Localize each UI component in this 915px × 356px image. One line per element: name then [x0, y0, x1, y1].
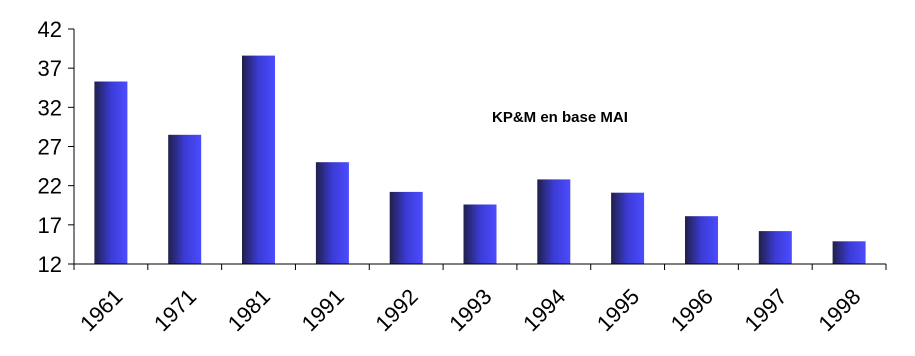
y-tick-label: 27 — [38, 135, 62, 160]
bar-1997 — [758, 231, 792, 264]
x-tick-label: 1971 — [149, 284, 201, 336]
y-tick-label: 17 — [38, 213, 62, 238]
y-tick-label: 42 — [38, 17, 62, 42]
y-tick-label: 22 — [38, 174, 62, 199]
bar-1996 — [685, 216, 718, 264]
x-tick-label: 1961 — [75, 284, 127, 336]
x-tick-label: 1998 — [813, 284, 865, 336]
bar-1971 — [168, 134, 202, 265]
bar-1992 — [389, 191, 423, 264]
x-tick-label: 1991 — [297, 284, 349, 336]
x-axis: 1961 1971 1981 1991 1992 1993 1994 1995 1996 1997… — [73, 263, 887, 336]
bar-1961 — [94, 81, 128, 264]
x-tick-label: 1994 — [518, 284, 570, 336]
y-axis: 12 17 22 27 32 37 42 — [38, 17, 75, 277]
bar-1981 — [242, 55, 275, 264]
x-tick-label: 1981 — [223, 284, 275, 336]
bar-1991 — [315, 162, 349, 264]
x-tick-label: 1996 — [666, 284, 718, 336]
bar-1994 — [537, 179, 571, 264]
bar-1995 — [611, 192, 645, 264]
x-tick-label: 1992 — [370, 284, 422, 336]
x-tick-label: 1993 — [444, 284, 496, 336]
x-tick-label: 1995 — [592, 284, 644, 336]
y-tick-label: 12 — [38, 252, 62, 277]
chart-annotation: KP&M en base MAI — [492, 109, 628, 126]
y-tick-label: 32 — [38, 95, 62, 120]
y-tick-label: 37 — [38, 56, 62, 81]
bar-series — [94, 55, 866, 265]
x-tick-label: 1997 — [740, 284, 792, 336]
bar-1993 — [463, 204, 497, 264]
bar-1998 — [832, 241, 866, 264]
